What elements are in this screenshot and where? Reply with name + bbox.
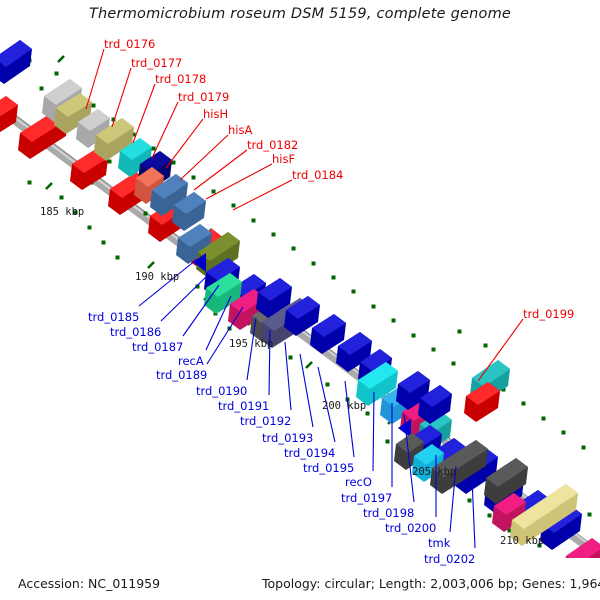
axis-tick-label-190: 190 kbp — [135, 271, 180, 283]
gene-label-tmk[interactable]: tmk — [428, 536, 451, 550]
gene-group-reverse[interactable] — [0, 40, 240, 278]
gene-box-cyan[interactable] — [356, 362, 398, 406]
gene-label-trd-0192[interactable]: trd_0192 — [240, 414, 292, 428]
gene-label-trd-0186[interactable]: trd_0186 — [110, 325, 162, 339]
gene-box-darkgray[interactable] — [484, 458, 528, 504]
genome-meta-text: Topology: circular; Length: 2,003,006 bp… — [262, 576, 600, 591]
gene-box-olive[interactable] — [196, 232, 240, 278]
gene-box-hotpink[interactable] — [228, 289, 266, 330]
gene-label-trd-0202[interactable]: trd_0202 — [424, 552, 476, 566]
gene-box-silver[interactable] — [42, 79, 82, 122]
gene-box-blue[interactable] — [0, 40, 32, 84]
accession-text: Accession: NC_011959 — [18, 576, 161, 591]
axis-tick-label-195: 195 kbp — [229, 338, 274, 350]
gene-arrow-marker — [398, 419, 411, 438]
gene-arrow-red[interactable] — [464, 382, 500, 422]
leader-lines-forward — [138, 259, 476, 549]
gene-label-recA[interactable]: recA — [178, 354, 204, 368]
gene-arrow-blue[interactable] — [284, 296, 320, 336]
gene-label-trd-0195[interactable]: trd_0195 — [303, 461, 355, 475]
gene-label-trd-0191[interactable]: trd_0191 — [218, 399, 270, 413]
gene-box-paleyellow[interactable] — [510, 484, 578, 546]
gene-label-hisH[interactable]: hisH — [203, 107, 229, 121]
gene-label-trd-0200[interactable]: trd_0200 — [385, 521, 437, 535]
gene-arrow-blue[interactable] — [256, 278, 292, 318]
axis-tick-label-210: 210 kbp — [500, 535, 545, 547]
gene-label-hisA[interactable]: hisA — [228, 123, 253, 137]
gene-label-recO[interactable]: recO — [345, 475, 372, 489]
gene-box-darkgray[interactable] — [430, 440, 488, 494]
gene-label-trd-0182[interactable]: trd_0182 — [247, 138, 299, 152]
gene-label-trd-0176[interactable]: trd_0176 — [104, 37, 156, 51]
axis-tick-label-205: 205 kbp — [412, 466, 457, 478]
gene-label-trd-0185[interactable]: trd_0185 — [88, 310, 140, 324]
gene-box-khaki[interactable] — [94, 118, 134, 161]
gene-label-trd-0194[interactable]: trd_0194 — [284, 446, 336, 460]
gene-box-hotpink[interactable] — [564, 538, 600, 582]
leader-lines-reverse — [85, 48, 524, 382]
gene-arrow-marker — [193, 253, 206, 272]
gene-arrow-blue[interactable] — [418, 385, 452, 424]
gene-box-khaki[interactable] — [54, 93, 92, 134]
gene-group-reverse-isolated[interactable] — [464, 360, 510, 422]
gene-label-hisF[interactable]: hisF — [272, 152, 296, 166]
gene-label-trd-0189[interactable]: trd_0189 — [156, 368, 208, 382]
page-title: Thermomicrobium roseum DSM 5159, complet… — [88, 6, 512, 22]
axis-tick-label-200: 200 kbp — [322, 400, 367, 412]
gene-label-trd-0179[interactable]: trd_0179 — [178, 90, 230, 104]
gene-label-trd-0178[interactable]: trd_0178 — [155, 72, 207, 86]
gene-arrow-blue[interactable] — [310, 314, 346, 354]
gene-box-steelblue[interactable] — [172, 192, 206, 231]
gene-label-trd-0193[interactable]: trd_0193 — [262, 431, 314, 445]
gene-label-trd-0190[interactable]: trd_0190 — [196, 384, 248, 398]
gene-label-trd-0198[interactable]: trd_0198 — [363, 506, 415, 520]
gene-group-forward[interactable] — [193, 253, 600, 582]
gene-label-trd-0187[interactable]: trd_0187 — [132, 340, 184, 354]
axis-tick-label-185: 185 kbp — [40, 206, 85, 218]
gene-label-trd-0184[interactable]: trd_0184 — [292, 168, 344, 182]
gene-label-trd-0199[interactable]: trd_0199 — [523, 307, 575, 321]
gene-label-trd-0197[interactable]: trd_0197 — [341, 491, 393, 505]
status-bar: Accession: NC_011959 Topology: circular;… — [0, 566, 600, 600]
gene-label-trd-0177[interactable]: trd_0177 — [131, 56, 183, 70]
gene-arrow-red[interactable] — [0, 96, 18, 136]
gene-box-steelblue[interactable] — [150, 174, 188, 216]
